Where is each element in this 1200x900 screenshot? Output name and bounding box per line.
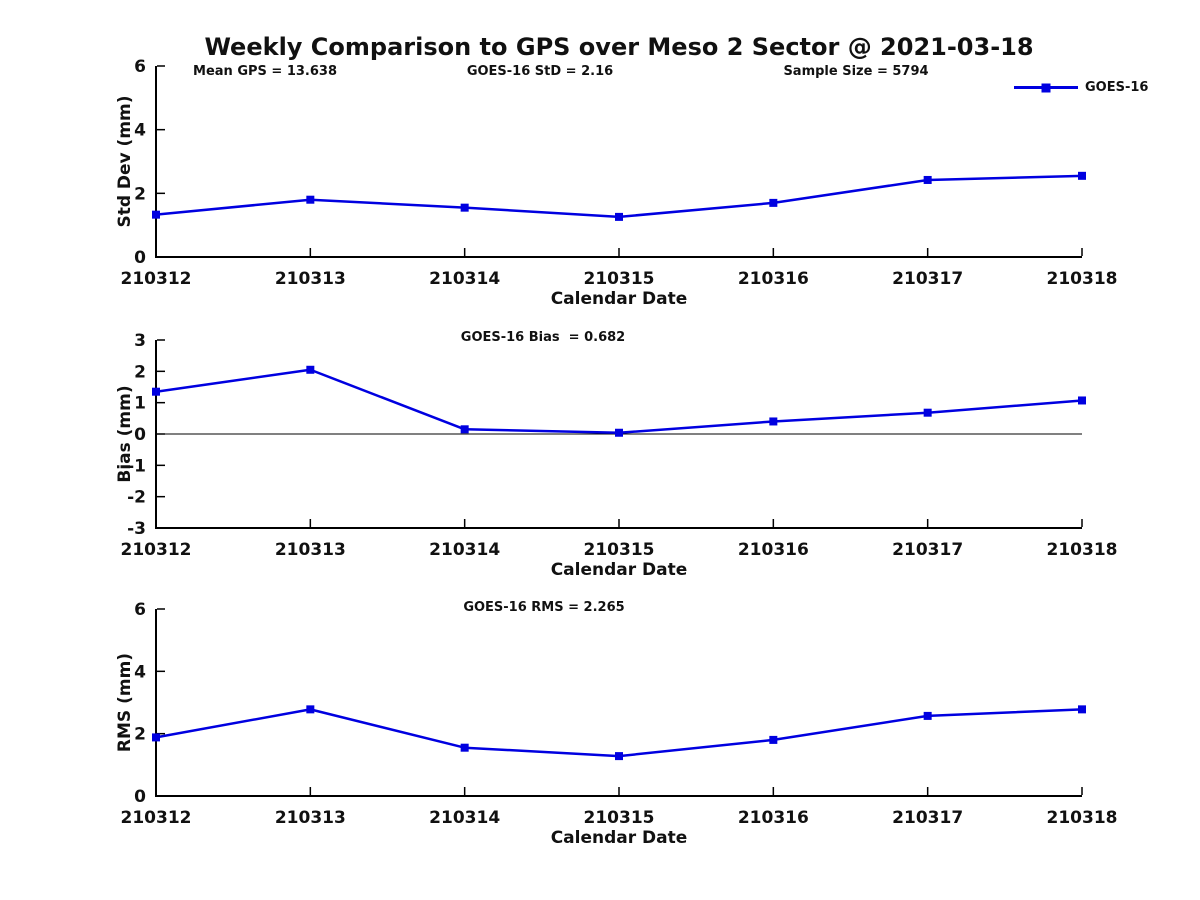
data-point-marker — [769, 198, 778, 207]
y-tick-label: 0 — [134, 425, 146, 445]
data-point-marker — [306, 365, 315, 374]
axes-spines — [155, 66, 1082, 258]
y-tick-label: 2 — [134, 184, 146, 204]
figure-title: Weekly Comparison to GPS over Meso 2 Sec… — [204, 33, 1034, 61]
data-point-marker — [923, 408, 932, 417]
data-point-marker — [615, 752, 623, 761]
data-point-marker — [769, 735, 778, 744]
x-axis-label: Calendar Date — [551, 560, 688, 580]
data-point-marker — [460, 425, 469, 434]
annotation-mean-gps: Mean GPS = 13.638 — [193, 64, 337, 79]
y-tick-label: -2 — [127, 488, 146, 508]
x-tick-label: 210312 — [121, 540, 192, 560]
y-tick-label: 0 — [134, 787, 146, 807]
y-tick-label: 1 — [134, 394, 146, 414]
x-tick-label: 210316 — [738, 808, 809, 828]
y-tick-label: 4 — [134, 662, 146, 682]
x-tick-label: 210316 — [738, 540, 809, 560]
y-tick-label: 0 — [134, 248, 146, 268]
x-tick-label: 210315 — [584, 269, 655, 289]
y-tick-label: -3 — [127, 519, 146, 539]
annotation-goes16-std: GOES-16 StD = 2.16 — [466, 64, 614, 79]
subplot-3: 0 2 4 6 210312 210313 210314 210315 210316 210317… — [115, 600, 1117, 848]
y-axis-label: Std Dev (mm) — [115, 95, 135, 227]
y-tick-label: 6 — [134, 600, 146, 620]
x-tick-label: 210314 — [429, 540, 500, 560]
annotation-sample-size: Sample Size = 5794 — [783, 64, 929, 79]
data-line-goes-16 — [155, 708, 1083, 758]
x-axis-label: Calendar Date — [551, 828, 688, 848]
y-axis-label: RMS (mm) — [115, 653, 135, 752]
data-point-marker — [923, 175, 932, 184]
y-tick-label: 6 — [134, 57, 146, 77]
x-tick-label: 210314 — [429, 269, 500, 289]
x-tick-label: 210313 — [275, 808, 346, 828]
subplot-1: 0 2 4 6 210312 210313 210314 210315 210316 210317… — [115, 57, 1117, 309]
x-tick-label: 210316 — [738, 269, 809, 289]
y-tick-label: 4 — [134, 121, 146, 141]
data-point-marker — [460, 203, 469, 212]
data-point-marker — [615, 212, 623, 221]
x-tick-label: 210314 — [429, 808, 500, 828]
x-tick-label: 210312 — [121, 269, 192, 289]
legend: GOES-16 — [1014, 81, 1148, 94]
data-point-marker — [923, 711, 932, 720]
y-tick-label: 2 — [134, 725, 146, 745]
x-tick-label: 210313 — [275, 540, 346, 560]
data-point-marker — [152, 210, 160, 219]
x-tick-label: 210318 — [1047, 269, 1118, 289]
data-point-marker — [152, 387, 160, 396]
x-tick-label: 210317 — [892, 808, 963, 828]
data-point-marker — [306, 195, 315, 204]
x-tick-label: 210315 — [584, 540, 655, 560]
data-line-goes-16 — [155, 368, 1083, 434]
y-axis-label: Bias (mm) — [115, 385, 135, 482]
x-tick-label: 210318 — [1047, 808, 1118, 828]
data-point-marker — [769, 417, 778, 426]
legend-label: GOES-16 — [1085, 80, 1149, 95]
legend-line-sample — [1014, 83, 1078, 92]
x-tick-label: 210318 — [1047, 540, 1118, 560]
data-point-marker — [152, 733, 160, 742]
y-tick-label: -1 — [127, 456, 146, 476]
data-point-marker — [615, 428, 623, 437]
y-tick-label: 3 — [134, 331, 146, 351]
data-line-goes-16 — [155, 174, 1083, 219]
x-tick-label: 210312 — [121, 808, 192, 828]
data-point-marker — [1078, 171, 1086, 180]
data-point-marker — [306, 705, 315, 714]
x-tick-label: 210317 — [892, 269, 963, 289]
axes-spines — [155, 609, 1082, 797]
x-tick-label: 210313 — [275, 269, 346, 289]
x-tick-label: 210315 — [584, 808, 655, 828]
annotation-goes16-rms: GOES-16 RMS = 2.265 — [463, 600, 625, 615]
data-point-marker — [1078, 396, 1086, 405]
legend-marker-icon — [1041, 83, 1051, 92]
axes-spines — [155, 340, 1082, 529]
x-tick-label: 210317 — [892, 540, 963, 560]
subplot-2: -3 -2 -1 0 1 2 3 210312 210313 210314 210315 210316… — [115, 331, 1117, 580]
y-tick-label: 2 — [134, 362, 146, 382]
data-point-marker — [1078, 705, 1086, 714]
x-axis-label: Calendar Date — [551, 289, 688, 309]
data-point-marker — [460, 743, 469, 752]
annotation-goes16-bias: GOES-16 Bias = 0.682 — [460, 330, 626, 345]
